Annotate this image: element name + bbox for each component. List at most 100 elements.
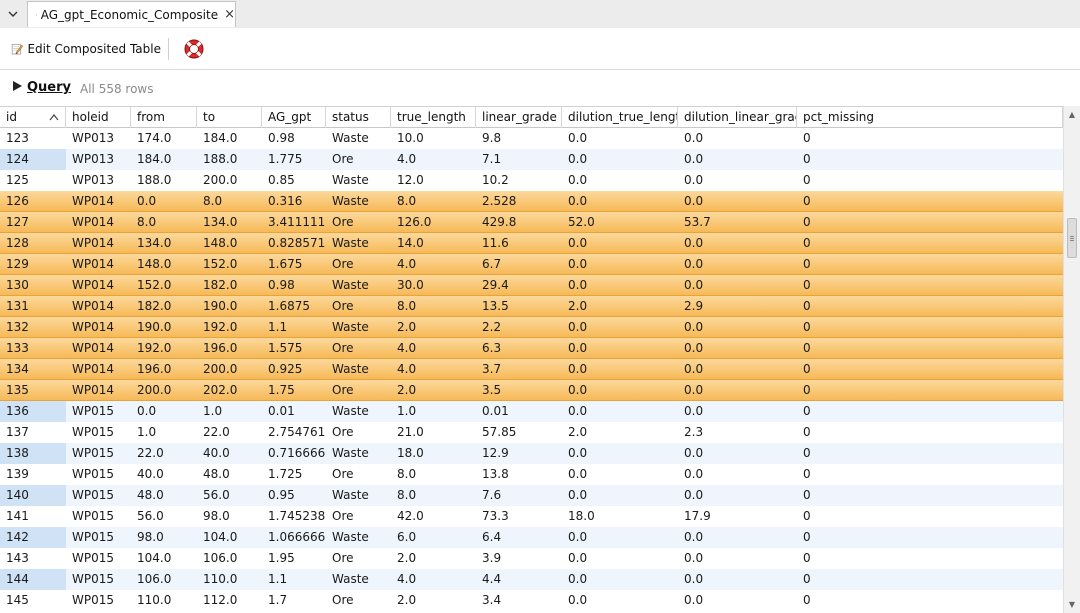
cell-dilution-true-length[interactable]: 0.0 [568,467,588,481]
table-row[interactable]: 125 WP013 188.0 200.0 0.85 Waste 12.0 10.2 0.0 0.… [0,170,1063,191]
cell-ag-gpt[interactable]: 1.75 [268,383,295,397]
edit-composited-table-button[interactable]: Edit Composited Table [10,35,162,63]
cell-ag-gpt[interactable]: 0.95 [268,488,295,502]
cell-to[interactable]: 134.0 [203,215,238,229]
cell-true-length[interactable]: 126.0 [397,215,432,229]
cell-holeid[interactable]: WP014 [72,341,115,355]
cell-status[interactable]: Waste [332,131,369,145]
cell-pct-missing[interactable]: 0 [803,257,811,271]
cell-ag-gpt[interactable]: 0.01 [268,404,295,418]
cell-to[interactable]: 22.0 [203,425,230,439]
cell-pct-missing[interactable]: 0 [803,551,811,565]
cell-from[interactable]: 188.0 [137,173,172,187]
cell-status[interactable]: Waste [332,278,369,292]
cell-true-length[interactable]: 4.0 [397,362,417,376]
cell-linear-grade[interactable]: 10.2 [482,173,509,187]
cell-dilution-true-length[interactable]: 0.0 [568,593,588,607]
cell-true-length[interactable]: 2.0 [397,551,417,565]
cell-to[interactable]: 202.0 [203,383,238,397]
cell-to[interactable]: 110.0 [203,572,238,586]
cell-pct-missing[interactable]: 0 [803,173,811,187]
cell-dilution-linear-grade[interactable]: 0.0 [684,278,704,292]
cell-pct-missing[interactable]: 0 [803,467,811,481]
cell-pct-missing[interactable]: 0 [803,131,811,145]
cell-ag-gpt[interactable]: 3.411111... [268,215,326,229]
cell-to[interactable]: 152.0 [203,257,238,271]
cell-dilution-linear-grade[interactable]: 0.0 [684,593,704,607]
cell-true-length[interactable]: 4.0 [397,572,417,586]
cell-dilution-linear-grade[interactable]: 0.0 [684,194,704,208]
cell-linear-grade[interactable]: 11.6 [482,236,509,250]
table-row[interactable]: 141 WP015 56.0 98.0 1.745238... Ore 42.0 73.3 18… [0,506,1063,527]
cell-dilution-true-length[interactable]: 0.0 [568,488,588,502]
cell-status[interactable]: Waste [332,530,369,544]
cell-true-length[interactable]: 14.0 [397,236,424,250]
cell-dilution-linear-grade[interactable]: 0.0 [684,530,704,544]
cell-holeid[interactable]: WP015 [72,572,115,586]
cell-id[interactable]: 127 [6,215,29,229]
table-row[interactable]: 138 WP015 22.0 40.0 0.716666... Waste 18.0 12.9… [0,443,1063,464]
cell-id[interactable]: 124 [0,149,66,170]
cell-true-length[interactable]: 6.0 [397,530,417,544]
cell-dilution-true-length[interactable]: 0.0 [568,236,588,250]
cell-to[interactable]: 40.0 [203,446,230,460]
chevron-down-icon[interactable] [8,11,18,17]
cell-id[interactable]: 135 [6,383,29,397]
cell-to[interactable]: 196.0 [203,341,238,355]
cell-linear-grade[interactable]: 6.4 [482,530,502,544]
cell-to[interactable]: 56.0 [203,488,230,502]
table-row[interactable]: 124 WP013 184.0 188.0 1.775 Ore 4.0 7.1 0.0 0.0 0 [0,149,1063,170]
cell-id[interactable]: 141 [6,509,29,523]
cell-linear-grade[interactable]: 3.9 [482,551,502,565]
cell-holeid[interactable]: WP014 [72,236,115,250]
cell-ag-gpt[interactable]: 1.725 [268,467,303,481]
table-row[interactable]: 140 WP015 48.0 56.0 0.95 Waste 8.0 7.6 0.0 0.0 0 [0,485,1063,506]
cell-ag-gpt[interactable]: 0.316 [268,194,303,208]
table-row[interactable]: 132 WP014 190.0 192.0 1.1 Waste 2.0 2.2 0.0 0.0 0 [0,317,1063,338]
close-icon[interactable]: × [224,7,235,22]
cell-status[interactable]: Ore [332,593,354,607]
cell-pct-missing[interactable]: 0 [803,152,811,166]
scroll-down-icon[interactable]: ▼ [1068,600,1076,609]
cell-dilution-linear-grade[interactable]: 0.0 [684,152,704,166]
cell-from[interactable]: 192.0 [137,341,172,355]
tab-economic-composite[interactable]: AG_gpt_Economic_Composite × [27,1,236,27]
cell-status[interactable]: Waste [332,194,369,208]
expand-triangle-icon[interactable] [13,81,22,91]
cell-id[interactable]: 125 [6,173,29,187]
cell-ag-gpt[interactable]: 1.7 [268,593,288,607]
cell-true-length[interactable]: 4.0 [397,152,417,166]
cell-ag-gpt[interactable]: 0.716666... [268,446,326,460]
cell-pct-missing[interactable]: 0 [803,446,811,460]
cell-from[interactable]: 152.0 [137,278,172,292]
cell-dilution-true-length[interactable]: 0.0 [568,362,588,376]
cell-linear-grade[interactable]: 2.2 [482,320,502,334]
cell-dilution-true-length[interactable]: 0.0 [568,551,588,565]
cell-status[interactable]: Ore [332,257,354,271]
cell-holeid[interactable]: WP014 [72,383,115,397]
cell-holeid[interactable]: WP014 [72,215,115,229]
cell-dilution-true-length[interactable]: 2.0 [568,425,588,439]
column-header-pct-missing[interactable]: pct_missing [797,107,1063,128]
cell-true-length[interactable]: 2.0 [397,320,417,334]
cell-from[interactable]: 8.0 [137,215,157,229]
cell-dilution-linear-grade[interactable]: 0.0 [684,320,704,334]
cell-to[interactable]: 184.0 [203,131,238,145]
cell-holeid[interactable]: WP013 [72,131,115,145]
table-row[interactable]: 135 WP014 200.0 202.0 1.75 Ore 2.0 3.5 0.0 0.0 0 [0,380,1063,401]
cell-true-length[interactable]: 8.0 [397,467,417,481]
cell-dilution-linear-grade[interactable]: 53.7 [684,215,711,229]
cell-from[interactable]: 200.0 [137,383,172,397]
cell-dilution-linear-grade[interactable]: 0.0 [684,404,704,418]
cell-dilution-linear-grade[interactable]: 0.0 [684,257,704,271]
cell-ag-gpt[interactable]: 0.828571... [268,236,326,250]
cell-dilution-true-length[interactable]: 0.0 [568,194,588,208]
cell-pct-missing[interactable]: 0 [803,383,811,397]
cell-holeid[interactable]: WP015 [72,446,115,460]
cell-to[interactable]: 148.0 [203,236,238,250]
cell-dilution-linear-grade[interactable]: 0.0 [684,362,704,376]
cell-dilution-true-length[interactable]: 0.0 [568,278,588,292]
table-row[interactable]: 130 WP014 152.0 182.0 0.98 Waste 30.0 29.4 0.0 0.… [0,275,1063,296]
cell-to[interactable]: 106.0 [203,551,238,565]
cell-pct-missing[interactable]: 0 [803,278,811,292]
